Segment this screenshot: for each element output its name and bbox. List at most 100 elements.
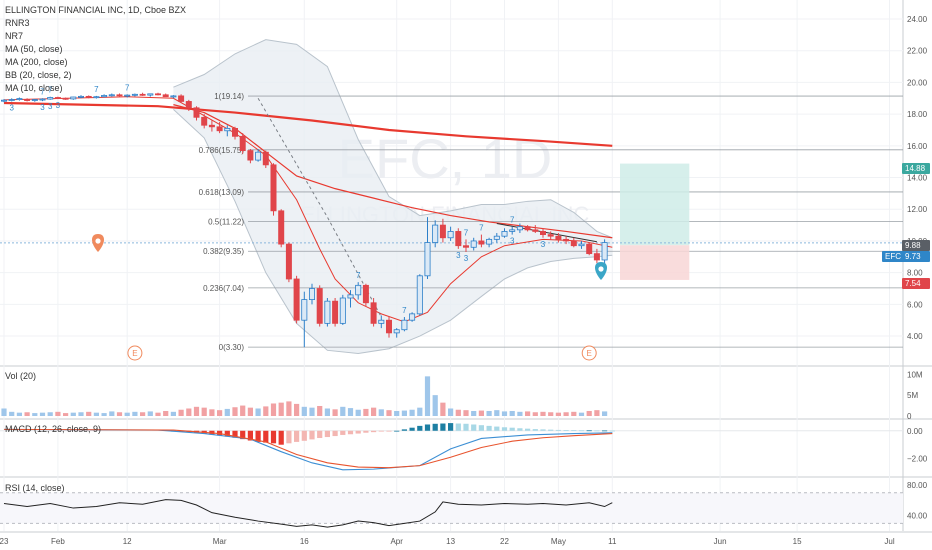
study-ma-50[interactable]: MA (50, close) — [5, 44, 63, 54]
volume-bar — [517, 411, 523, 416]
study-bb[interactable]: BB (20, close, 2) — [5, 70, 72, 80]
study-ma-200[interactable]: MA (200, close) — [5, 57, 68, 67]
volume-bar — [278, 402, 284, 416]
volume-bar — [332, 409, 338, 416]
candle-down — [439, 224, 446, 239]
volume-bar — [486, 410, 492, 416]
macd-histogram-bar — [317, 430, 323, 439]
volume-bar — [555, 412, 561, 416]
volume-bar — [116, 412, 123, 416]
macd-histogram-bar — [455, 423, 461, 431]
macd-label[interactable]: MACD (12, 26, close, 9) — [5, 424, 102, 434]
candle-down — [593, 253, 600, 261]
macd-histogram-bar — [517, 428, 523, 431]
price-alert-pin-icon[interactable] — [92, 234, 104, 252]
volume-bar — [124, 412, 130, 416]
macd-histogram-bar — [347, 430, 354, 435]
candle-count-number: 3 — [9, 103, 14, 112]
macd-histogram-bar — [571, 430, 577, 432]
macd-histogram-bar — [355, 430, 361, 434]
candle-down — [462, 245, 469, 248]
volume-tick-label: 10M — [907, 370, 923, 379]
candle-count-number: 7 — [125, 83, 130, 92]
macd-histogram-bar — [424, 424, 431, 431]
volume-bar — [340, 406, 346, 416]
candle-up — [124, 94, 131, 97]
macd-histogram-bar — [309, 430, 315, 440]
study-nr7[interactable]: NR7 — [5, 31, 24, 41]
macd-histogram-bar — [609, 430, 615, 432]
volume-bar — [217, 410, 223, 416]
earnings-marker-circle — [127, 345, 143, 361]
macd-histogram-bar — [340, 430, 346, 435]
earnings-event-marker[interactable]: E — [581, 345, 597, 361]
volume-bar — [448, 408, 454, 416]
candle-up — [255, 151, 262, 161]
candle-down — [239, 135, 246, 151]
macd-histogram-bar — [363, 430, 369, 433]
fib-level-label: 0.5(11.22) — [208, 218, 244, 227]
candle-count-number: 7 — [464, 228, 469, 237]
candle-up — [0, 99, 7, 102]
candle-down — [262, 151, 269, 166]
macd-histogram-bar — [278, 430, 284, 445]
macd-histogram-bar — [224, 430, 230, 437]
macd-histogram-bar — [371, 430, 377, 433]
rsi-label[interactable]: RSI (14, close) — [5, 483, 65, 493]
macd-histogram-bar — [232, 430, 238, 438]
macd-histogram-bar — [448, 423, 454, 431]
candle-count-number: 7 — [40, 87, 45, 96]
candle-up — [308, 288, 315, 300]
symbol-tag: EFC — [882, 251, 904, 262]
volume-label[interactable]: Vol (20) — [5, 371, 37, 381]
volume-bar — [155, 412, 161, 416]
volume-bar — [170, 411, 176, 416]
candle-up — [16, 98, 23, 100]
volume-bar — [263, 406, 269, 416]
ma-200-line — [3, 101, 613, 147]
stop-price-label: 7.54 — [902, 278, 930, 289]
earnings-event-marker[interactable]: E — [127, 345, 143, 361]
candle-up — [93, 96, 100, 99]
volume-bar — [186, 408, 192, 416]
candle-count-number: 7 — [402, 306, 407, 315]
volume-bar — [309, 407, 315, 416]
volume-bar — [9, 411, 15, 416]
candle-count-number: 3 — [40, 103, 45, 112]
time-tick-label: Apr — [390, 537, 403, 546]
volume-bar — [355, 409, 361, 416]
volume-bar — [548, 412, 554, 416]
study-rnr3[interactable]: RNR3 — [5, 18, 30, 28]
candle-up — [224, 127, 231, 132]
volume-bar — [394, 410, 400, 416]
volume-bar — [401, 410, 407, 416]
macd-histogram-bar — [440, 423, 446, 431]
candle-down — [185, 101, 192, 109]
rsi-band — [0, 492, 903, 524]
volume-bar — [78, 412, 84, 416]
candle-down — [270, 164, 277, 212]
volume-bar — [209, 409, 215, 416]
candle-up — [47, 97, 54, 100]
candle-up — [516, 226, 523, 231]
volume-bar — [301, 406, 307, 416]
volume-bar — [386, 410, 392, 416]
study-ma-10[interactable]: MA (10, close) — [5, 83, 63, 93]
volume-bar — [270, 403, 277, 416]
macd-histogram-bar — [578, 430, 585, 432]
time-tick-label: 11 — [608, 537, 617, 546]
candle-down — [478, 240, 485, 245]
macd-histogram-bar — [548, 429, 554, 431]
candle-count-number: 7 — [356, 271, 361, 280]
alert-pin-icon[interactable] — [595, 262, 607, 280]
price-tick-label: 20.00 — [907, 78, 928, 87]
volume-bar — [140, 412, 146, 416]
volume-bar — [424, 376, 431, 416]
time-tick-label: 13 — [446, 537, 455, 546]
time-tick-label: 15 — [793, 537, 802, 546]
volume-bar — [317, 405, 323, 416]
volume-bar — [55, 411, 61, 416]
volume-bar — [1, 408, 7, 416]
time-tick-label: 16 — [300, 537, 309, 546]
